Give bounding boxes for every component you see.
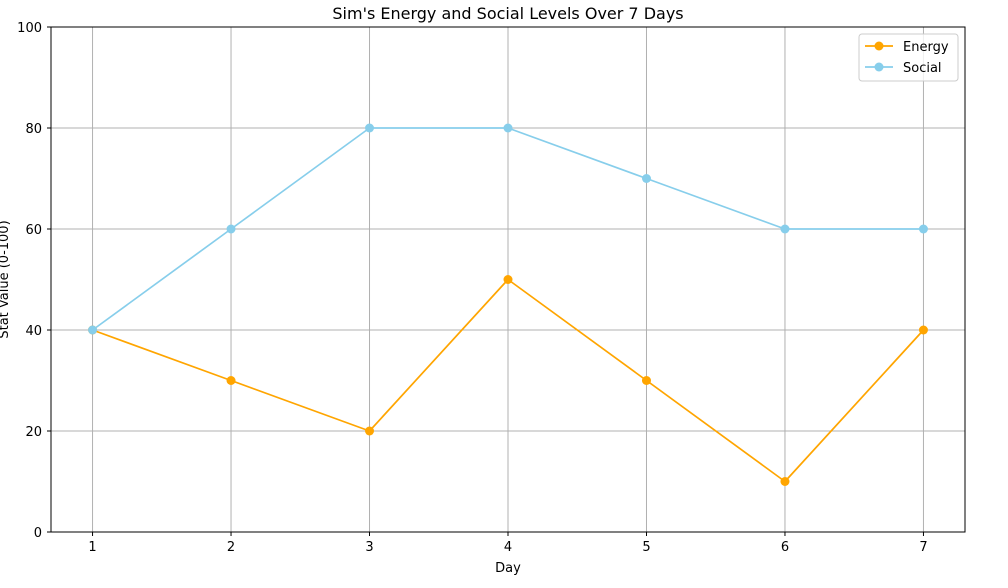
- x-tick-label: 6: [781, 540, 789, 555]
- legend-marker: [874, 62, 884, 72]
- legend-marker: [874, 41, 884, 51]
- y-tick-label: 80: [25, 122, 42, 137]
- legend: Energy Social: [858, 33, 959, 82]
- series-social: [88, 123, 928, 335]
- legend-label: Social: [903, 61, 942, 76]
- x-tick-label: 3: [365, 540, 373, 555]
- y-tick-label: 20: [25, 425, 42, 440]
- data-point-social: [780, 224, 790, 234]
- chart-title: Sim's Energy and Social Levels Over 7 Da…: [332, 4, 683, 23]
- data-point-energy: [918, 325, 928, 335]
- legend-item-energy: Energy: [865, 40, 949, 55]
- axis-ticks: 1 2 3 4 5 6 7 0 20 40 60 80 100: [17, 21, 927, 555]
- x-axis-title: Day: [495, 561, 521, 576]
- data-point-social: [88, 325, 98, 335]
- x-tick-label: 4: [504, 540, 512, 555]
- y-tick-label: 0: [34, 526, 42, 541]
- y-tick-label: 100: [17, 21, 42, 36]
- data-point-energy: [365, 426, 375, 436]
- legend-label: Energy: [903, 40, 949, 55]
- y-tick-label: 60: [25, 223, 42, 238]
- data-point-social: [918, 224, 928, 234]
- data-point-energy: [641, 376, 651, 385]
- data-point-social: [503, 123, 513, 133]
- y-tick-label: 40: [25, 324, 42, 339]
- data-point-energy: [503, 275, 513, 284]
- x-tick-label: 5: [642, 540, 650, 555]
- data-point-social: [641, 174, 651, 183]
- data-point-energy: [780, 477, 790, 486]
- data-point-energy: [226, 376, 236, 385]
- data-point-social: [226, 224, 236, 234]
- x-tick-label: 1: [88, 540, 96, 555]
- y-axis-title: Stat Value (0-100): [0, 220, 12, 338]
- data-point-social: [365, 123, 375, 133]
- x-tick-label: 7: [919, 540, 927, 555]
- legend-item-social: Social: [865, 61, 942, 76]
- x-tick-label: 2: [227, 540, 235, 555]
- series-group: [88, 123, 928, 486]
